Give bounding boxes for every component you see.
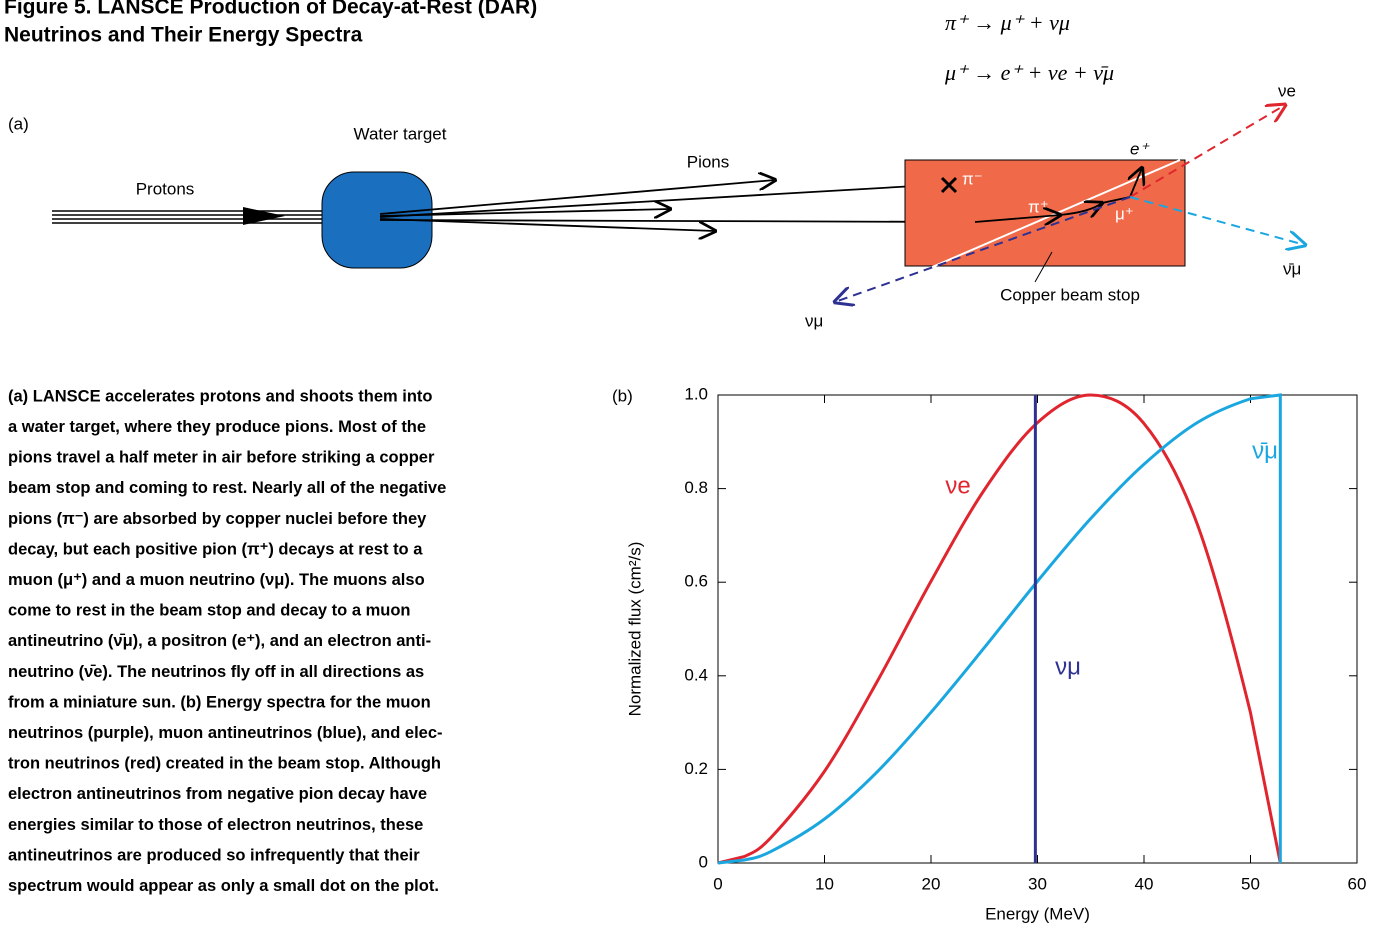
- y-tick-label: 0.6: [684, 572, 708, 591]
- caption-line: pions (π⁻) are absorbed by copper nuclei…: [8, 510, 427, 528]
- y-axis-label: Normalized flux (cm²/s): [625, 542, 644, 717]
- chart: (b) 0 0.2 0.4 0.6 0.8 1.0 0 10 20 30 40 50 60 Energy (…: [612, 384, 1366, 923]
- series-label: ν̄μ: [1252, 437, 1278, 464]
- label: e⁺: [1130, 139, 1150, 158]
- caption-line: from a miniature sun. (b) Energy spectra…: [8, 693, 431, 711]
- caption-line: antineutrino (ν̄μ), a positron (e⁺), and…: [8, 632, 431, 650]
- label: Water target: [354, 124, 447, 143]
- caption-line: spectrum would appear as only a small do…: [8, 877, 439, 895]
- caption-line: come to rest in the beam stop and decay …: [8, 602, 411, 620]
- caption-line: muon (μ⁺) and a muon neutrino (νμ). The …: [8, 571, 425, 589]
- y-tick-label: 0: [699, 852, 708, 871]
- panel-label: (b): [612, 386, 633, 405]
- x-tick-label: 30: [1028, 874, 1047, 893]
- absorption-mark: [940, 176, 958, 194]
- equation: π⁺ → μ⁺ + νμ: [945, 10, 1070, 35]
- figure-title: Figure 5. LANSCE Production of Decay-at-…: [4, 0, 537, 19]
- caption-line: a water target, where they produce pions…: [8, 418, 426, 436]
- caption-line: tron neutrinos (red) created in the beam…: [8, 755, 441, 773]
- caption: (a) LANSCE accelerates protons and shoot…: [8, 387, 446, 895]
- label: Pions: [687, 152, 730, 171]
- label: ν̄μ: [1283, 259, 1301, 278]
- pion-tracks: [379, 180, 975, 231]
- series-line: [717, 393, 1282, 865]
- pi-plus-track: [974, 196, 1131, 222]
- panel-label: (a): [8, 114, 29, 133]
- x-tick-label: 20: [922, 874, 941, 893]
- label: Copper beam stop: [1000, 285, 1140, 304]
- label: π⁻: [962, 169, 983, 188]
- y-tick-label: 1.0: [684, 384, 708, 403]
- nu-e-track: [1129, 105, 1285, 198]
- plot-frame: [717, 394, 1358, 864]
- label: νμ: [805, 311, 823, 330]
- x-tick-label: 40: [1135, 874, 1154, 893]
- caption-line: neutrino (ν̄e). The neutrinos fly off in…: [8, 663, 424, 681]
- x-axis-label: Energy (MeV): [985, 904, 1090, 923]
- y-tick-label: 0.2: [684, 759, 708, 778]
- x-tick-label: 0: [713, 874, 722, 893]
- label: νe: [1278, 81, 1296, 100]
- series-label: νμ: [1055, 653, 1081, 680]
- x-tick-label: 60: [1348, 874, 1367, 893]
- nu-mu-track: [835, 196, 1131, 302]
- leader-line: [1034, 251, 1053, 283]
- caption-line: beam stop and coming to rest. Nearly all…: [8, 479, 446, 497]
- caption-line: neutrinos (purple), muon antineutrinos (…: [8, 724, 443, 742]
- series-label: νe: [945, 472, 970, 499]
- positron-track: [1130, 168, 1142, 198]
- caption-line: antineutrinos are produced so infrequent…: [8, 846, 420, 864]
- label: π⁺: [1028, 197, 1049, 216]
- caption-line: pions travel a half meter in air before …: [8, 449, 435, 467]
- diagram: π⁺ → μ⁺ + νμ μ⁺ → e⁺ + νe + ν̄μ (a) Wate…: [8, 10, 1305, 330]
- caption-line: electron antineutrinos from negative pio…: [8, 785, 427, 803]
- figure-title: Neutrinos and Their Energy Spectra: [4, 24, 363, 47]
- x-tick-label: 10: [815, 874, 834, 893]
- equation: μ⁺ → e⁺ + νe + ν̄μ: [944, 60, 1114, 85]
- y-tick-label: 0.4: [684, 665, 708, 684]
- series-line: [717, 393, 1282, 865]
- label: Protons: [136, 179, 195, 198]
- beam-arrow: [243, 207, 285, 225]
- x-tick-label: 50: [1241, 874, 1260, 893]
- nu-mu-bar-track: [1129, 196, 1305, 245]
- label: μ⁺: [1115, 204, 1134, 223]
- caption-line: energies similar to those of electron ne…: [8, 816, 423, 834]
- y-tick-label: 0.8: [684, 478, 708, 497]
- caption-line: (a) LANSCE accelerates protons and shoot…: [8, 387, 433, 405]
- caption-line: decay, but each positive pion (π⁺) decay…: [8, 540, 423, 558]
